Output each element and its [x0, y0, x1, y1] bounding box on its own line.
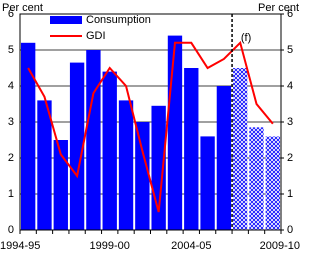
- bar: [233, 68, 248, 230]
- y2-tick-label: 2: [287, 152, 293, 164]
- y-tick-label: 6: [8, 8, 14, 20]
- chart: 0 1 2 3 4 5 6 0 1 2 3 4 5 6 (f) 1994-95 1999-00 2004-05 20…: [0, 2, 300, 252]
- bar: [37, 100, 52, 231]
- bar: [167, 35, 183, 230]
- legend-label: GDI: [86, 30, 106, 42]
- x-tick-label: 1999-00: [90, 240, 130, 252]
- forecast-label: (f): [241, 32, 251, 44]
- y-tick-label: 1: [8, 188, 14, 200]
- y-tick-label: 2: [8, 152, 14, 164]
- bar: [184, 68, 199, 230]
- y-axis-label: Per cent: [2, 2, 43, 14]
- x-tick-label: 2004-05: [171, 240, 211, 252]
- x-tick-label: 1994-95: [0, 240, 40, 252]
- y-tick-label: 5: [8, 44, 14, 56]
- bar: [20, 42, 36, 230]
- bar: [69, 62, 85, 230]
- bar: [200, 136, 215, 230]
- y2-axis-label: Per cent: [258, 2, 299, 14]
- y2-tick-label: 6: [287, 8, 293, 20]
- legend-label: Consumption: [86, 14, 151, 26]
- x-tick-label: 2009-10: [260, 240, 300, 252]
- y2-tick-label: 1: [287, 188, 293, 200]
- legend-swatch: [50, 16, 82, 24]
- bar: [135, 122, 150, 230]
- y2-tick-label: 3: [287, 116, 293, 128]
- y2-tick-label: 5: [287, 44, 293, 56]
- bar: [53, 140, 68, 230]
- bar: [216, 86, 232, 230]
- y-tick-label: 3: [8, 116, 14, 128]
- y2-tick-label: 0: [287, 224, 293, 236]
- y2-tick-label: 4: [287, 80, 293, 92]
- bar: [118, 100, 134, 231]
- bar: [102, 71, 117, 230]
- bar: [86, 50, 101, 230]
- y-tick-label: 0: [8, 224, 14, 236]
- bar: [265, 136, 281, 230]
- y-tick-label: 4: [8, 80, 14, 92]
- bar: [249, 127, 264, 230]
